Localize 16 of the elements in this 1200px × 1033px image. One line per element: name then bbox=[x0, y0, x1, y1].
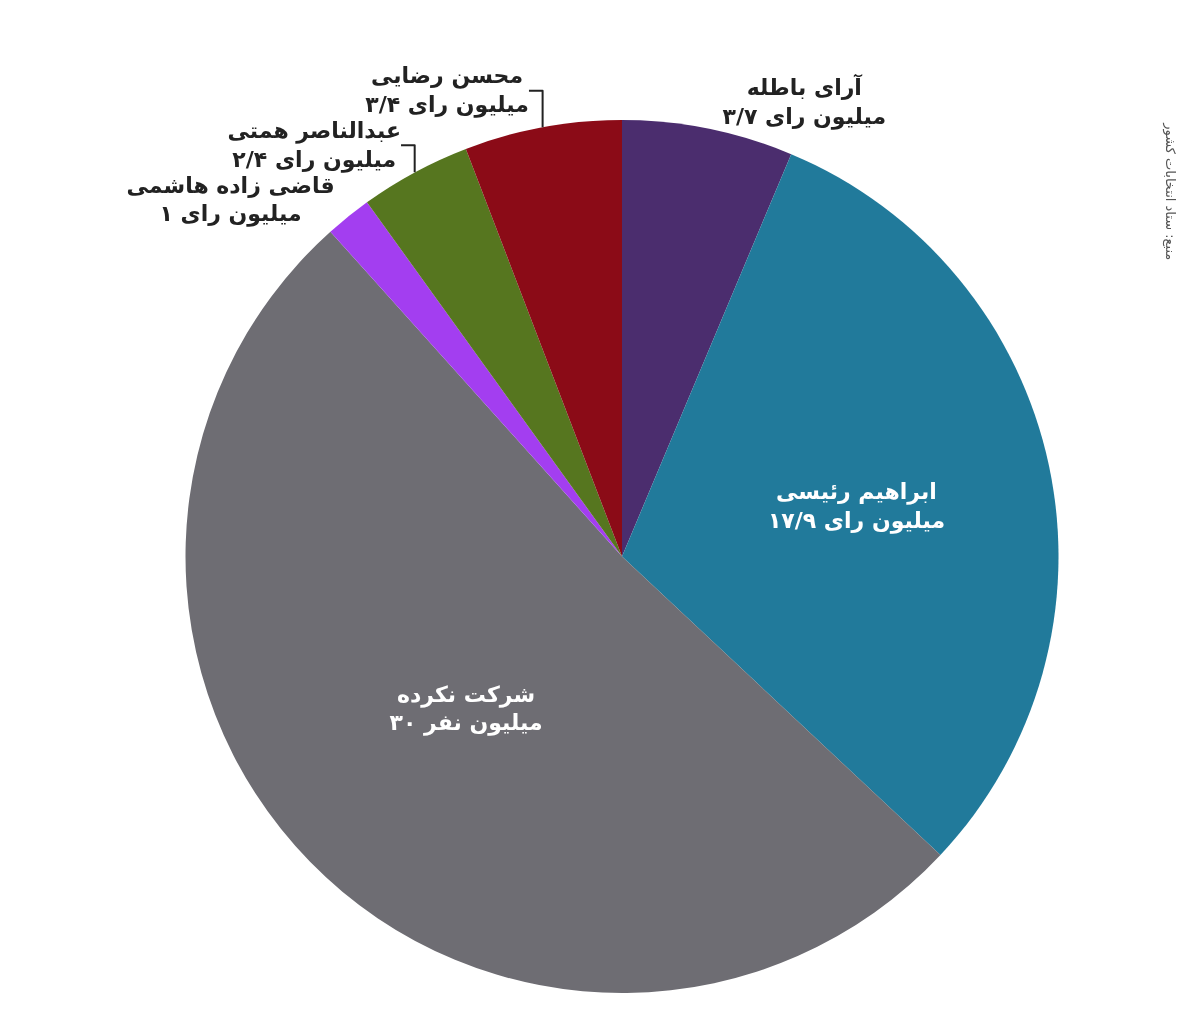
text: منبع: ستاد انتخابات کشور bbox=[1161, 122, 1178, 261]
slice-label: آرای باطله bbox=[746, 73, 863, 101]
slice-label: شرکت نکرده bbox=[396, 681, 536, 708]
data-label: ۱۷/۹ میلیون رای bbox=[767, 507, 946, 534]
data-label: ۳/۴ میلیون رای bbox=[365, 92, 529, 119]
slice-label: ابراهیم رئیسی bbox=[776, 479, 937, 506]
slice-label: محسن رضایی bbox=[371, 63, 524, 90]
data-label: ۱ میلیون رای bbox=[159, 201, 302, 228]
pie-slice bbox=[622, 154, 1059, 856]
data-label: ۲/۴ میلیون رای bbox=[232, 146, 397, 173]
pie-slice bbox=[465, 120, 622, 557]
data-label: ۳/۷ میلیون رای bbox=[722, 103, 887, 130]
pie-slice bbox=[330, 202, 622, 557]
slice-label: عبدالناصر همتی bbox=[227, 118, 402, 145]
slice-label: قاضی زاده هاشمی bbox=[126, 172, 335, 198]
data-label: ۳۰ میلیون نفر bbox=[389, 710, 543, 737]
